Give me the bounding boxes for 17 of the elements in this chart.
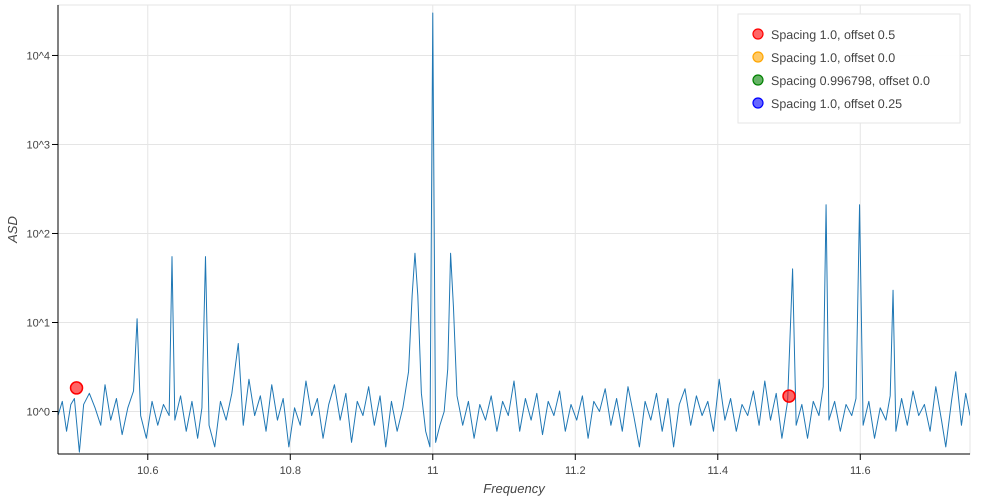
y-tick-label: 10^1 <box>26 317 50 330</box>
y-tick-label: 10^4 <box>26 50 50 62</box>
y-tick-label: 10^3 <box>26 139 50 152</box>
y-axis-title: ASD <box>5 216 20 244</box>
legend-label: Spacing 1.0, offset 0.5 <box>771 28 896 42</box>
legend-label: Spacing 1.0, offset 0.25 <box>771 97 902 111</box>
x-tick-label: 11.4 <box>707 465 728 477</box>
y-tick-label: 10^2 <box>26 228 50 240</box>
x-tick-label: 10.8 <box>280 465 301 477</box>
x-tick-label: 10.6 <box>137 465 158 477</box>
x-axis-title: Frequency <box>483 481 546 496</box>
x-tick-label: 11.2 <box>564 465 586 477</box>
legend-label: Spacing 0.996798, offset 0.0 <box>771 74 930 88</box>
legend-label: Spacing 1.0, offset 0.0 <box>771 51 896 65</box>
x-tick-label: 11 <box>427 465 438 477</box>
x-tick-label: 11.6 <box>850 465 871 477</box>
y-tick-label: 10^0 <box>26 406 50 418</box>
